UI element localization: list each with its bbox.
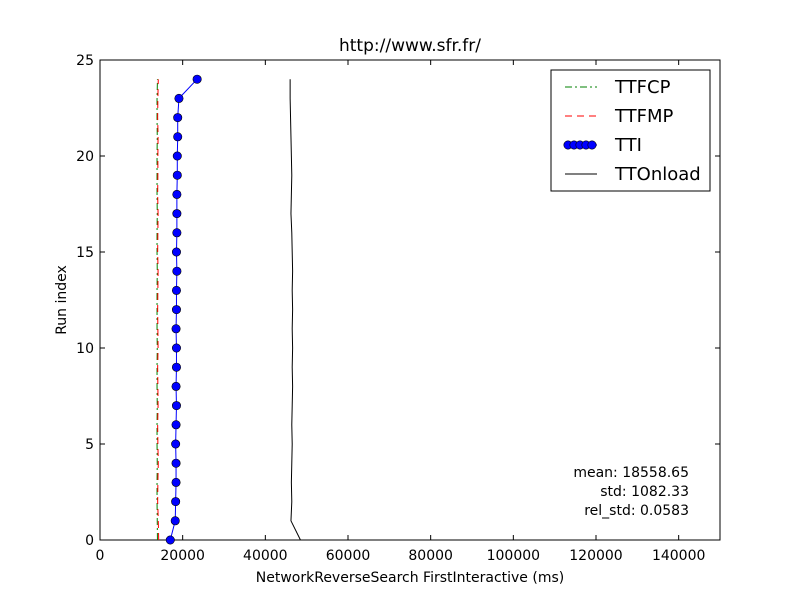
series-tti-point: [170, 516, 180, 526]
series-tti-point: [172, 189, 182, 199]
series-tti-point: [172, 266, 182, 276]
series-tti-point: [173, 113, 183, 123]
series-ttonload-line: [289, 79, 301, 541]
series-layer: [156, 74, 301, 545]
y-tick-label: 5: [85, 437, 94, 453]
stats-std: std: 1082.33: [600, 484, 689, 500]
y-axis-label: Run index: [54, 265, 70, 335]
y-axis: 0 5 10 15 20 25: [76, 53, 720, 549]
x-tick-label: 140000: [652, 548, 705, 564]
series-tti-point: [173, 132, 183, 142]
legend-marker-tti: [587, 140, 597, 150]
series-tti-point: [172, 209, 182, 219]
x-axis-label: NetworkReverseSearch FirstInteractive (m…: [256, 570, 564, 586]
series-tti-point: [172, 228, 182, 238]
x-tick-label: 0: [96, 548, 105, 564]
y-tick-label: 20: [76, 149, 94, 165]
x-tick-label: 120000: [569, 548, 622, 564]
series-tti-point: [192, 74, 202, 84]
x-axis: 0 20000 40000 60000 80000 100000 120000 140000: [96, 60, 705, 564]
x-tick-label: 40000: [243, 548, 288, 564]
series-ttfmp-line: [157, 79, 160, 541]
series-tti-point: [171, 343, 181, 353]
series-tti-point: [172, 151, 182, 161]
y-tick-label: 0: [85, 533, 94, 549]
stats-rel-std: rel_std: 0.0583: [584, 503, 689, 519]
y-tick-label: 10: [76, 341, 94, 357]
legend-label-tti: TTI: [614, 135, 642, 156]
legend-label-ttfcp: TTFCP: [614, 77, 671, 98]
legend: TTFCP TTFMP TTI TTOnload: [550, 69, 711, 192]
series-tti-point: [171, 477, 181, 487]
series-tti-point: [171, 458, 181, 468]
series-tti-point: [171, 285, 181, 295]
series-tti-point: [171, 362, 181, 372]
x-tick-label: 60000: [326, 548, 371, 564]
y-tick-label: 15: [76, 245, 94, 261]
series-tti-point: [171, 324, 181, 334]
chart-title: http://www.sfr.fr/: [339, 36, 481, 56]
series-tti-point: [171, 401, 181, 411]
series-tti-point: [165, 535, 175, 545]
legend-label-ttfmp: TTFMP: [614, 106, 674, 127]
y-tick-label: 25: [76, 53, 94, 69]
legend-label-ttonload: TTOnload: [614, 164, 701, 185]
series-tti-point: [171, 420, 181, 430]
plot-area: [99, 59, 721, 541]
x-tick-label: 80000: [408, 548, 453, 564]
series-tti-point: [171, 247, 181, 257]
series-tti-point: [171, 497, 181, 507]
x-tick-label: 20000: [160, 548, 205, 564]
series-tti-point: [171, 305, 181, 315]
stats-mean: mean: 18558.65: [573, 465, 689, 481]
legend-box: [550, 69, 711, 192]
series-tti-point: [174, 93, 184, 103]
series-tti-point: [171, 439, 181, 449]
x-tick-label: 100000: [487, 548, 540, 564]
series-tti-point: [172, 170, 182, 180]
series-tti-point: [171, 381, 181, 391]
